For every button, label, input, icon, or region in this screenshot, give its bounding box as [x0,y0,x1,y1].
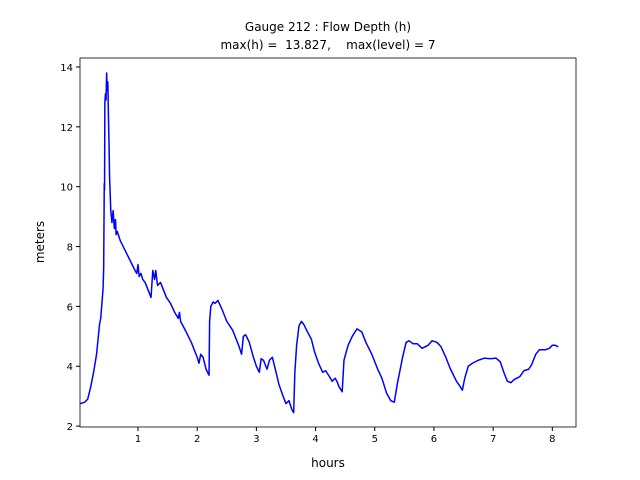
plot-frame [79,57,577,428]
x-tick-label: 1 [135,434,141,445]
chart-title: Gauge 212 : Flow Depth (h) [245,20,411,34]
x-tick-label: 2 [194,434,200,445]
y-tick-label: 2 [67,422,73,433]
x-tick-label: 4 [312,434,318,445]
data-line [79,72,559,414]
x-tick-label: 8 [549,434,555,445]
chart-subtitle: max(h) = 13.827, max(level) = 7 [220,38,435,52]
x-tick-label: 7 [490,434,496,445]
x-axis-label: hours [311,456,345,470]
y-axis-label: meters [33,221,47,263]
y-tick-label: 10 [60,183,73,194]
x-tick-label: 5 [372,434,378,445]
x-tick-label: 6 [431,434,437,445]
y-tick-label: 14 [60,63,73,74]
y-tick-label: 8 [67,243,73,254]
y-tick-label: 4 [67,362,73,373]
y-tick-label: 6 [67,302,73,313]
y-tick-label: 12 [60,123,73,134]
x-tick-label: 3 [253,434,259,445]
